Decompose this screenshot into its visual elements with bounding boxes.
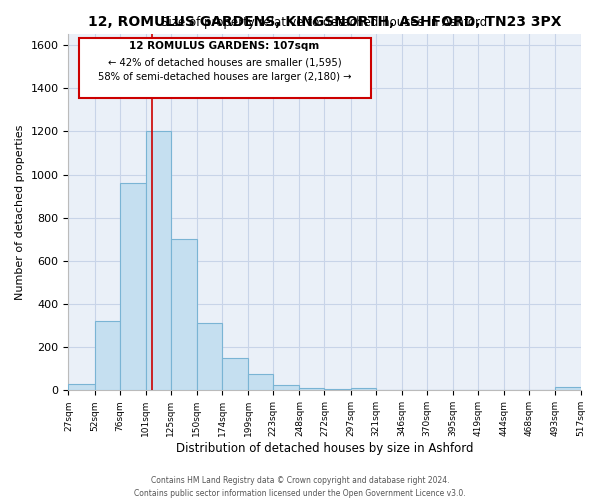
Text: 12 ROMULUS GARDENS: 107sqm: 12 ROMULUS GARDENS: 107sqm [130, 42, 320, 51]
Bar [273, 385, 299, 390]
Bar [556, 387, 581, 390]
Text: Size of property relative to detached houses in Ashford: Size of property relative to detached ho… [161, 16, 488, 29]
Text: ← 42% of detached houses are smaller (1,595): ← 42% of detached houses are smaller (1,… [108, 58, 341, 68]
X-axis label: Distribution of detached houses by size in Ashford: Distribution of detached houses by size … [176, 442, 473, 455]
FancyBboxPatch shape [79, 38, 371, 98]
Text: 58% of semi-detached houses are larger (2,180) →: 58% of semi-detached houses are larger (… [98, 72, 352, 82]
Title: 12, ROMULUS GARDENS, KINGSNORTH, ASHFORD, TN23 3PX: 12, ROMULUS GARDENS, KINGSNORTH, ASHFORD… [88, 15, 561, 29]
Bar [222, 358, 248, 390]
Bar [95, 322, 119, 390]
Bar [350, 388, 376, 390]
Text: Contains HM Land Registry data © Crown copyright and database right 2024.
Contai: Contains HM Land Registry data © Crown c… [134, 476, 466, 498]
Bar [146, 132, 171, 390]
Bar [171, 240, 197, 390]
Y-axis label: Number of detached properties: Number of detached properties [15, 124, 25, 300]
Bar [197, 324, 222, 390]
Bar [119, 183, 146, 390]
Bar [299, 388, 325, 390]
Bar [68, 384, 95, 390]
Bar [248, 374, 273, 390]
